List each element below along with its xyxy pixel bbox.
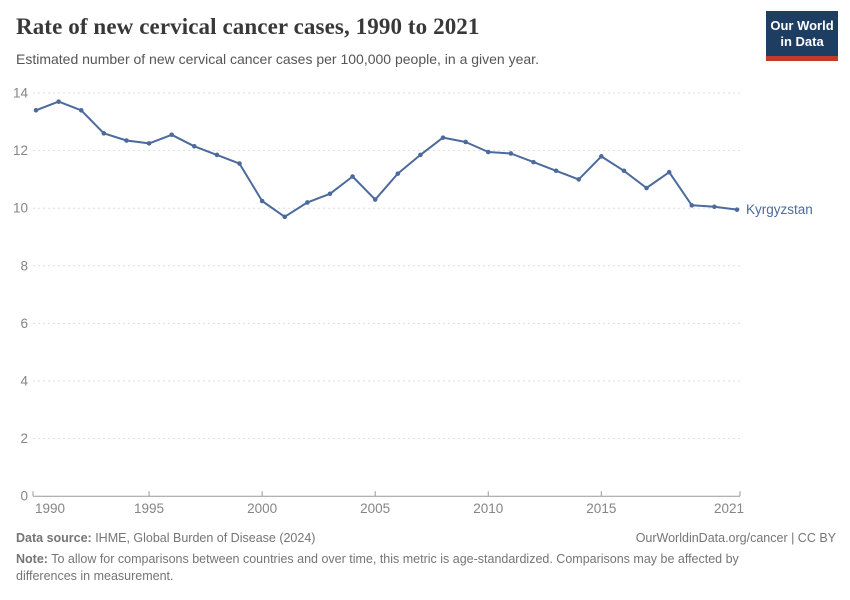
data-point[interactable] bbox=[531, 159, 536, 165]
data-point[interactable] bbox=[418, 152, 423, 158]
data-point[interactable] bbox=[56, 99, 61, 104]
y-axis-tick-label: 10 bbox=[13, 201, 28, 216]
y-axis-tick-label: 6 bbox=[20, 316, 28, 331]
owid-logo-line2: in Data bbox=[780, 34, 824, 49]
data-point[interactable] bbox=[463, 139, 468, 145]
data-point[interactable] bbox=[327, 191, 333, 197]
data-point[interactable] bbox=[33, 107, 39, 113]
data-point[interactable] bbox=[576, 177, 582, 182]
data-point[interactable] bbox=[124, 138, 129, 143]
data-source-label: Data source: bbox=[16, 531, 92, 545]
series-line[interactable] bbox=[35, 100, 738, 218]
x-axis-tick-label: 2005 bbox=[360, 501, 390, 516]
data-point[interactable] bbox=[78, 107, 84, 113]
data-point[interactable] bbox=[689, 203, 695, 208]
note-text: To allow for comparisons between countri… bbox=[16, 552, 739, 584]
data-point[interactable] bbox=[237, 161, 242, 166]
y-axis-tick-label: 2 bbox=[20, 431, 28, 446]
x-axis-tick-label: 1990 bbox=[35, 501, 65, 516]
data-point[interactable] bbox=[282, 214, 288, 220]
y-axis-tick-label: 12 bbox=[13, 143, 28, 158]
x-axis-tick-label: 2000 bbox=[247, 501, 277, 516]
x-axis-tick-label: 2010 bbox=[473, 501, 503, 516]
data-point[interactable] bbox=[169, 132, 174, 138]
data-point[interactable] bbox=[146, 141, 152, 146]
data-point[interactable] bbox=[395, 171, 401, 176]
data-point[interactable] bbox=[621, 168, 627, 174]
data-source-value: IHME, Global Burden of Disease (2024) bbox=[91, 531, 316, 545]
y-axis-tick-label: 8 bbox=[20, 258, 28, 273]
data-point[interactable] bbox=[553, 168, 559, 174]
chart-footer: Data source: IHME, Global Burden of Dise… bbox=[16, 531, 836, 545]
y-axis-tick-label: 0 bbox=[20, 489, 28, 504]
series-label[interactable]: Kyrgyzstan bbox=[746, 202, 813, 217]
data-point[interactable] bbox=[485, 149, 491, 155]
data-point[interactable] bbox=[734, 207, 740, 212]
owid-logo-line1: Our World bbox=[770, 18, 834, 33]
x-axis-tick-label: 2015 bbox=[586, 501, 616, 516]
page-title: Rate of new cervical cancer cases, 1990 … bbox=[16, 14, 480, 39]
data-point[interactable] bbox=[666, 169, 672, 175]
x-axis-tick-label: 1995 bbox=[134, 501, 164, 516]
line-chart[interactable]: 0 2 4 6 8 10 12 14 1990 1995 2000 2005 2010 2015 2021 K… bbox=[0, 80, 850, 530]
data-point[interactable] bbox=[214, 152, 220, 158]
data-point[interactable] bbox=[644, 185, 649, 191]
data-point[interactable] bbox=[191, 143, 197, 149]
note-label: Note: bbox=[16, 552, 48, 566]
data-point[interactable] bbox=[712, 204, 717, 210]
data-source-text[interactable]: Data source: IHME, Global Burden of Dise… bbox=[16, 531, 315, 545]
owid-logo[interactable]: Our World in Data bbox=[766, 11, 838, 61]
data-point[interactable] bbox=[350, 174, 355, 179]
license-link[interactable]: OurWorldinData.org/cancer | CC BY bbox=[635, 531, 836, 545]
data-point[interactable] bbox=[508, 151, 514, 156]
y-axis-tick-label: 4 bbox=[20, 374, 28, 389]
x-axis-tick-label: 2021 bbox=[714, 501, 744, 516]
data-point[interactable] bbox=[259, 198, 265, 204]
data-point[interactable] bbox=[372, 197, 378, 202]
data-point[interactable] bbox=[305, 200, 310, 205]
y-axis-tick-label: 14 bbox=[13, 86, 29, 101]
data-point[interactable] bbox=[440, 135, 446, 140]
data-point[interactable] bbox=[101, 131, 107, 136]
chart-subtitle: Estimated number of new cervical cancer … bbox=[16, 51, 539, 67]
chart-note: Note: To allow for comparisons between c… bbox=[16, 551, 784, 586]
data-point[interactable] bbox=[599, 154, 604, 159]
